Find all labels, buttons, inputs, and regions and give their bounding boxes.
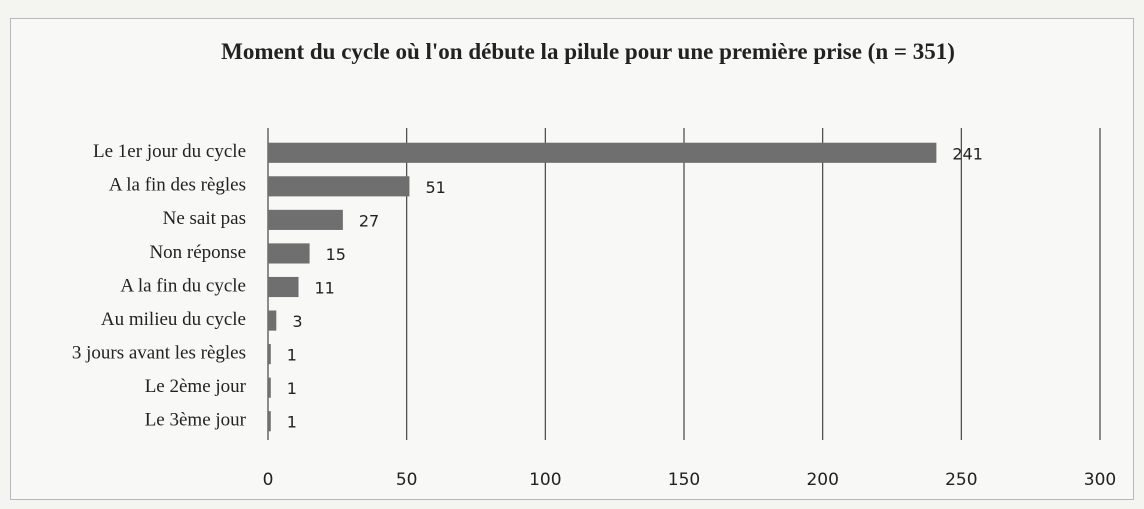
x-tick-label: 150: [668, 470, 700, 490]
value-label: 3: [292, 312, 302, 331]
y-tick-label: Le 1er jour du cycle: [93, 141, 246, 162]
chart-title: Moment du cycle où l'on débute la pilule…: [221, 39, 955, 64]
x-tick-label: 100: [529, 470, 561, 490]
value-label: 11: [315, 279, 335, 298]
bar: [268, 209, 343, 230]
value-label: 241: [952, 144, 983, 163]
value-label: 1: [287, 413, 297, 432]
y-tick-label: Au milieu du cycle: [101, 309, 246, 330]
y-tick-label: 3 jours avant les règles: [72, 342, 246, 363]
y-tick-label: Ne sait pas: [163, 208, 246, 229]
value-label: 1: [287, 379, 297, 398]
bar: [268, 377, 271, 398]
y-tick-label: Non réponse: [149, 242, 246, 263]
value-label: 27: [359, 211, 379, 230]
x-tick-label: 300: [1084, 470, 1116, 490]
bar: [268, 243, 310, 264]
bar: [268, 344, 271, 365]
bar: [268, 411, 271, 432]
value-label: 51: [425, 178, 445, 197]
value-label: 1: [287, 346, 297, 365]
bar: [268, 176, 410, 197]
x-tick-label: 200: [806, 470, 838, 490]
x-tick-label: 50: [396, 470, 418, 490]
value-label: 15: [326, 245, 346, 264]
bar: [268, 142, 937, 163]
y-tick-label: Le 2ème jour: [145, 376, 247, 397]
bar: [268, 276, 299, 298]
bar: [268, 310, 277, 331]
y-tick-label: A la fin du cycle: [120, 275, 246, 296]
x-tick-label: 250: [945, 470, 977, 490]
x-tick-label: 0: [263, 470, 274, 490]
y-tick-label: A la fin des règles: [109, 175, 246, 196]
chart-frame: [10, 18, 1134, 500]
y-tick-label: Le 3ème jour: [145, 410, 247, 431]
